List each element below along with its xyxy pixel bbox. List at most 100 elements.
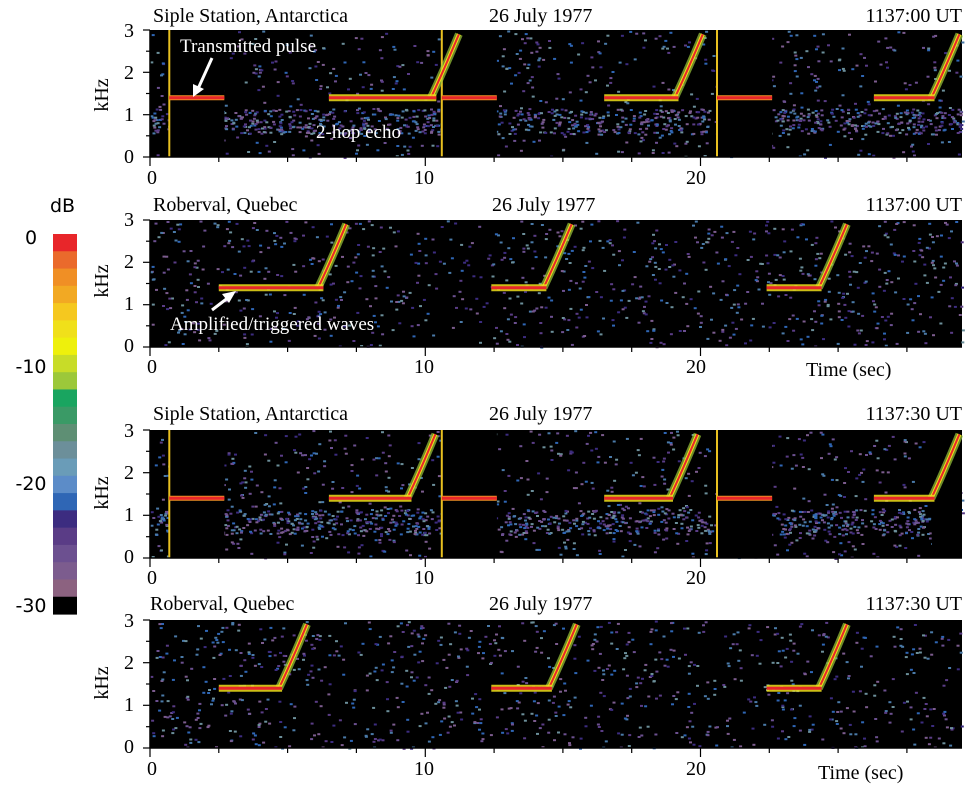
noise-speck <box>734 254 738 257</box>
noise-speck <box>299 518 303 521</box>
noise-speck <box>280 454 283 457</box>
noise-speck <box>595 152 599 155</box>
noise-speck <box>298 115 302 118</box>
noise-speck <box>479 722 483 725</box>
noise-speck <box>538 46 542 49</box>
noise-speck <box>766 220 770 223</box>
noise-speck <box>160 680 164 682</box>
noise-speck <box>417 442 421 445</box>
noise-speck <box>564 109 568 112</box>
noise-speck <box>778 435 782 438</box>
noise-speck <box>746 291 750 293</box>
noise-speck <box>406 149 410 152</box>
noise-speck <box>660 506 664 509</box>
noise-speck <box>599 66 603 69</box>
noise-speck <box>341 125 345 128</box>
noise-speck <box>906 122 910 125</box>
noise-speck <box>872 523 876 526</box>
noise-speck <box>590 56 594 59</box>
noise-speck <box>827 121 831 124</box>
noise-speck <box>678 129 682 131</box>
noise-speck <box>581 533 585 536</box>
noise-speck <box>240 494 243 497</box>
noise-speck <box>870 520 874 523</box>
noise-speck <box>894 291 898 294</box>
noise-speck <box>332 654 336 657</box>
noise-speck <box>590 481 594 484</box>
annotation-arrow <box>195 57 214 92</box>
noise-speck <box>854 519 858 521</box>
noise-speck <box>302 526 306 529</box>
noise-speck <box>507 524 510 527</box>
noise-speck <box>913 154 916 157</box>
noise-speck <box>932 264 935 267</box>
noise-speck <box>713 230 717 233</box>
noise-speck <box>567 530 571 533</box>
noise-speck <box>550 459 554 461</box>
noise-speck <box>396 119 400 122</box>
noise-speck <box>849 527 853 530</box>
noise-speck <box>535 307 539 310</box>
noise-speck <box>519 110 522 113</box>
noise-speck <box>424 319 428 322</box>
noise-speck <box>386 698 389 701</box>
noise-speck <box>475 312 479 315</box>
noise-speck <box>244 481 248 484</box>
noise-speck <box>512 237 515 240</box>
noise-speck <box>851 532 855 535</box>
noise-speck <box>584 521 587 524</box>
noise-speck <box>455 306 458 309</box>
noise-speck <box>590 223 594 226</box>
noise-speck <box>792 649 796 652</box>
noise-speck <box>785 128 789 131</box>
noise-speck <box>880 316 884 318</box>
noise-speck <box>426 54 430 57</box>
noise-speck <box>668 133 672 136</box>
noise-speck <box>579 737 583 740</box>
noise-speck <box>469 630 473 632</box>
noise-speck <box>312 540 316 543</box>
noise-speck <box>781 332 785 335</box>
noise-speck <box>858 114 862 117</box>
noise-speck <box>408 530 412 533</box>
noise-speck <box>249 530 253 533</box>
noise-speck <box>803 153 807 156</box>
noise-speck <box>542 446 546 449</box>
noise-speck <box>329 430 332 433</box>
noise-speck <box>955 221 959 223</box>
noise-speck <box>570 110 573 113</box>
noise-speck <box>797 126 801 129</box>
noise-speck <box>615 114 618 116</box>
noise-speck <box>527 63 531 66</box>
noise-speck <box>505 333 509 335</box>
noise-speck <box>364 122 368 125</box>
noise-speck <box>196 328 200 331</box>
noise-speck <box>619 299 623 302</box>
noise-speck <box>813 74 817 77</box>
noise-speck <box>623 306 627 309</box>
noise-speck <box>911 537 914 540</box>
noise-speck <box>542 118 546 121</box>
noise-speck <box>891 706 895 708</box>
noise-speck <box>303 654 306 657</box>
noise-speck <box>355 152 358 155</box>
noise-speck <box>354 37 358 40</box>
noise-speck <box>201 268 205 271</box>
noise-speck <box>836 274 840 277</box>
noise-speck <box>878 511 882 514</box>
noise-speck <box>291 82 295 85</box>
noise-speck <box>475 297 479 300</box>
noise-speck <box>865 340 869 343</box>
noise-speck <box>841 296 845 299</box>
noise-speck <box>279 236 283 239</box>
noise-speck <box>384 116 387 119</box>
noise-speck <box>894 523 898 526</box>
noise-speck <box>840 109 844 112</box>
noise-speck <box>752 238 756 241</box>
noise-speck <box>685 123 689 126</box>
noise-speck <box>773 253 777 256</box>
noise-speck <box>398 132 402 135</box>
noise-speck <box>907 126 910 129</box>
noise-speck <box>253 222 257 224</box>
noise-speck <box>635 297 639 300</box>
